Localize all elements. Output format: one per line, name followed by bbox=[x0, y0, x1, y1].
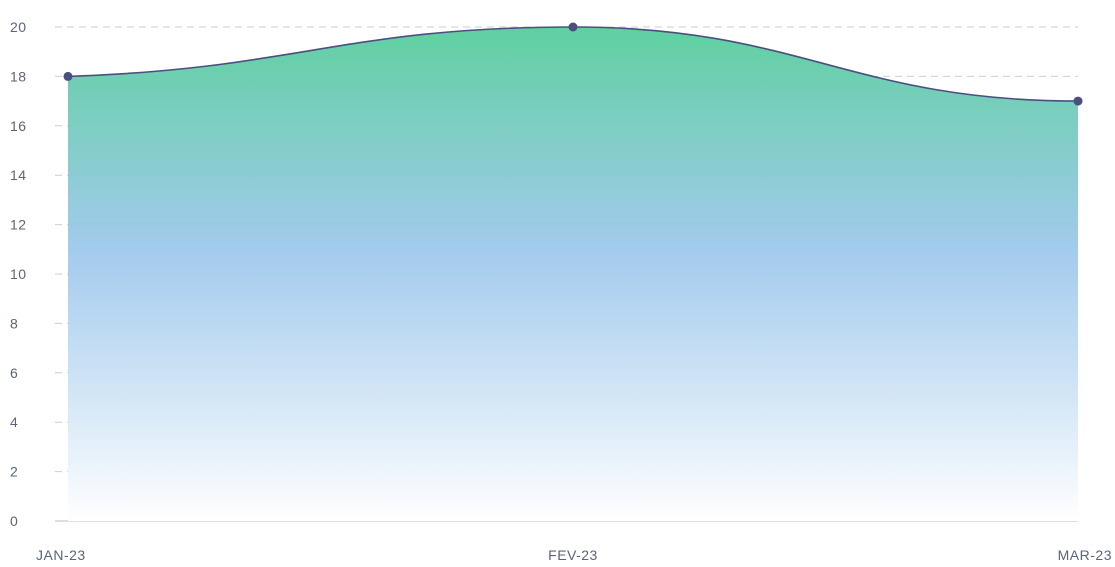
series-area bbox=[68, 27, 1078, 521]
y-tick-label-16: 16 bbox=[10, 118, 27, 134]
x-axis-tick-labels: JAN-23 FEV-23 MAR-23 bbox=[36, 547, 1112, 563]
data-point-layer bbox=[63, 22, 1083, 106]
x-tick-label-mar-23: MAR-23 bbox=[1058, 547, 1112, 563]
y-tick-label-8: 8 bbox=[10, 315, 18, 331]
y-tick-label-12: 12 bbox=[10, 217, 27, 233]
y-tick-label-0: 0 bbox=[10, 513, 18, 529]
area-fill-layer bbox=[68, 27, 1078, 521]
x-tick-label-fev-23: FEV-23 bbox=[548, 547, 598, 563]
data-point-mar-23[interactable] bbox=[1073, 96, 1083, 106]
y-tick-label-20: 20 bbox=[10, 19, 27, 35]
y-tick-label-18: 18 bbox=[10, 68, 27, 84]
data-point-jan-23[interactable] bbox=[63, 71, 73, 81]
y-axis-tick-labels: 0 2 4 6 8 10 12 14 16 18 20 bbox=[10, 19, 27, 529]
y-tick-label-4: 4 bbox=[10, 414, 18, 430]
y-tick-label-2: 2 bbox=[10, 464, 18, 480]
y-tick-label-10: 10 bbox=[10, 266, 27, 282]
x-tick-label-jan-23: JAN-23 bbox=[36, 547, 86, 563]
y-tick-label-6: 6 bbox=[10, 365, 18, 381]
data-point-fev-23[interactable] bbox=[568, 22, 578, 32]
y-tick-label-14: 14 bbox=[10, 167, 27, 183]
